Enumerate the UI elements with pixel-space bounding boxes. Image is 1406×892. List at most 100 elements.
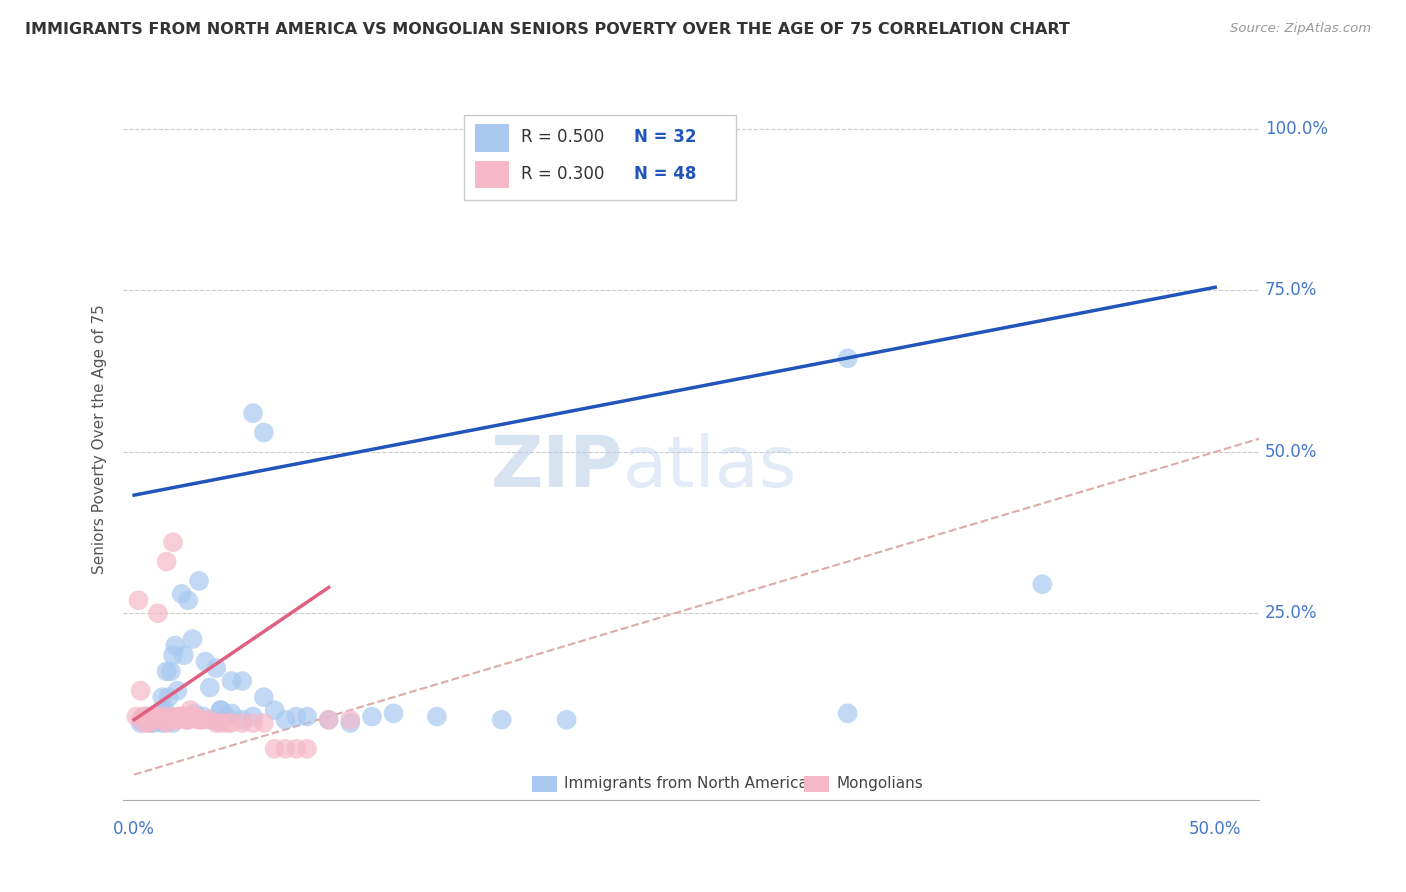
Point (253, 716, 276, 731)
Point (285, 709, 308, 723)
Point (242, 709, 264, 723)
Point (181, 709, 204, 723)
Bar (804, 776, 830, 792)
Point (188, 713, 211, 727)
Point (162, 648, 184, 663)
Point (150, 713, 173, 727)
Point (318, 713, 340, 727)
Text: Immigrants from North America: Immigrants from North America (564, 776, 807, 791)
Point (361, 709, 384, 723)
Text: Source: ZipAtlas.com: Source: ZipAtlas.com (1230, 22, 1371, 36)
Text: N = 32: N = 32 (634, 128, 696, 146)
Point (129, 683, 152, 698)
Point (491, 713, 513, 727)
Point (170, 709, 193, 723)
Point (263, 741, 285, 756)
Point (242, 406, 264, 420)
Point (127, 593, 149, 607)
Point (188, 574, 211, 588)
Point (129, 716, 152, 731)
Point (274, 713, 297, 727)
Point (134, 709, 156, 723)
Point (160, 709, 183, 723)
Point (141, 713, 163, 727)
Point (188, 713, 211, 727)
Point (138, 716, 160, 731)
Point (142, 713, 165, 727)
Point (132, 709, 155, 723)
Point (125, 709, 148, 723)
Point (221, 706, 243, 721)
Point (221, 673, 243, 688)
Point (253, 690, 276, 705)
Text: R = 0.300: R = 0.300 (520, 165, 605, 183)
Text: 0.0%: 0.0% (112, 820, 155, 838)
Text: 50.0%: 50.0% (1189, 820, 1241, 838)
Text: 25.0%: 25.0% (1265, 604, 1317, 623)
Point (181, 632, 204, 646)
Point (150, 690, 173, 705)
Point (157, 690, 180, 705)
Point (170, 709, 193, 723)
Point (166, 683, 188, 698)
Point (136, 709, 159, 723)
Point (149, 706, 172, 721)
Point (177, 713, 200, 727)
Point (231, 673, 253, 688)
Point (153, 703, 176, 717)
Point (193, 713, 215, 727)
Point (166, 709, 188, 723)
Point (209, 716, 232, 731)
Point (169, 709, 191, 723)
Text: 75.0%: 75.0% (1265, 282, 1317, 300)
Point (155, 555, 177, 569)
Point (231, 716, 253, 731)
Point (153, 709, 176, 723)
Point (150, 716, 173, 731)
Point (231, 713, 253, 727)
Point (221, 716, 243, 731)
Y-axis label: Seniors Poverty Over the Age of 75: Seniors Poverty Over the Age of 75 (93, 304, 107, 574)
Point (170, 587, 193, 601)
Point (166, 713, 188, 727)
Point (138, 716, 160, 731)
Point (157, 713, 180, 727)
Point (837, 351, 859, 366)
Point (155, 709, 177, 723)
Point (174, 713, 197, 727)
Point (149, 709, 172, 723)
Point (295, 741, 318, 756)
Point (155, 665, 177, 679)
Point (134, 716, 156, 731)
Point (205, 661, 228, 675)
Bar (531, 776, 557, 792)
Bar (475, 125, 509, 152)
Point (141, 713, 163, 727)
Point (194, 655, 217, 669)
Point (145, 709, 167, 723)
Point (1031, 577, 1053, 591)
Point (707, 122, 730, 136)
Text: 50.0%: 50.0% (1265, 442, 1317, 461)
Point (426, 709, 449, 723)
Point (382, 706, 405, 721)
Point (146, 713, 169, 727)
Point (145, 709, 167, 723)
Point (263, 703, 285, 717)
Point (162, 535, 184, 549)
Point (274, 741, 297, 756)
Point (141, 709, 163, 723)
Bar (475, 161, 509, 188)
Point (142, 716, 165, 731)
Point (198, 681, 221, 695)
Point (193, 709, 215, 723)
Text: IMMIGRANTS FROM NORTH AMERICA VS MONGOLIAN SENIORS POVERTY OVER THE AGE OF 75 CO: IMMIGRANTS FROM NORTH AMERICA VS MONGOLI… (25, 22, 1070, 37)
Point (129, 713, 152, 727)
Point (242, 716, 264, 731)
Point (173, 648, 195, 663)
Point (198, 713, 221, 727)
Point (145, 713, 167, 727)
Point (183, 709, 205, 723)
FancyBboxPatch shape (464, 115, 737, 201)
Text: 100.0%: 100.0% (1265, 120, 1329, 138)
